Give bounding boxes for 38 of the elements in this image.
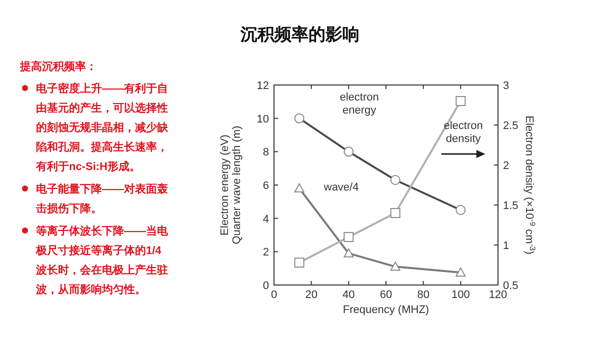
y-axis-title: Electron energy (eV) Quarter wave length (m) xyxy=(219,126,243,244)
x-tick-label: 60 xyxy=(380,289,392,301)
y2-tick-label: 0.5 xyxy=(503,280,518,292)
x-tick-label: 120 xyxy=(488,289,508,301)
point xyxy=(390,262,400,271)
y-tick-label: 0 xyxy=(262,280,269,292)
point xyxy=(294,183,304,192)
x-tick-label: 40 xyxy=(342,289,355,301)
y2-tick-label: 2 xyxy=(503,160,510,172)
point xyxy=(344,248,354,258)
y-tick-label: 4 xyxy=(262,213,269,226)
text: electron energy xyxy=(340,91,379,116)
x-tick-label: 0 xyxy=(270,289,278,301)
chart-title: 沉积频率的影响 xyxy=(240,25,360,44)
x-axis-title: Frequency (MHZ) xyxy=(342,304,430,316)
point xyxy=(456,96,466,106)
y2-tick-label: 3 xyxy=(503,80,510,92)
series-label: wave/4 xyxy=(322,181,359,194)
point xyxy=(390,208,400,218)
y-tick-label: 10 xyxy=(256,113,269,126)
x-tick-label: 80 xyxy=(417,289,430,301)
series-label: electron density xyxy=(444,120,483,145)
x-tick-label: 20 xyxy=(305,289,318,301)
y-tick-label: 2 xyxy=(262,246,269,259)
x-tick-label: 100 xyxy=(451,289,470,301)
y-tick-label: 12 xyxy=(256,80,269,92)
text: 电子能量下降——对表面轰击损伤下降。 xyxy=(35,182,168,215)
y-tick-label: 6 xyxy=(262,180,269,192)
text: 电子密度上升——有利于自由基元的产生，可以选择性的刻蚀无规非晶相，减少缺陷和孔洞。提高生长速率，有利于nc-Si:H形成。 xyxy=(35,82,169,173)
text: 等离子体波长下降——当电极尺寸接近等离子体的1/4波长时，会在电极上产生驻波，从而影响均匀性。 xyxy=(35,224,169,296)
y2-tick-label: 2.5 xyxy=(503,120,518,132)
point xyxy=(294,258,304,268)
text: 提高沉积频率： xyxy=(19,60,97,73)
y2-tick-label: 1.5 xyxy=(503,200,518,212)
y-tick-label: 8 xyxy=(262,146,269,159)
point xyxy=(456,268,466,277)
y2-tick-label: 1 xyxy=(503,240,510,252)
point xyxy=(344,232,354,242)
